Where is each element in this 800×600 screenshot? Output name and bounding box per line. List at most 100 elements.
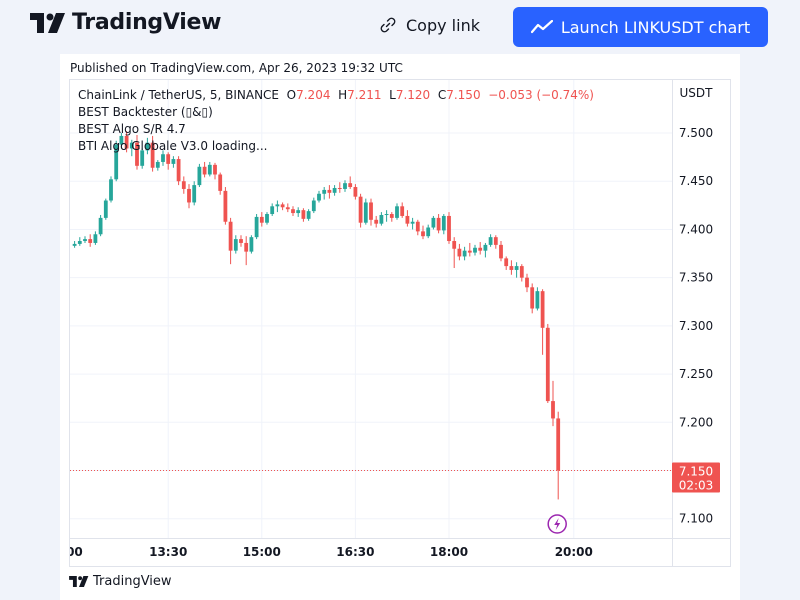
chart-card: Published on TradingView.com, Apr 26, 20… [60,54,740,600]
candle-down [519,266,524,278]
legend-close-label: C [437,88,447,102]
candle-up [462,250,467,257]
candle-up [103,200,108,218]
candle-down [187,188,191,203]
last-price-value: 7.150 [679,465,713,479]
footer-logo[interactable]: TradingView [69,574,172,589]
legend-high-value: 7.211 [347,88,382,102]
candle-down [467,250,472,253]
legend-close-value: 7.150 [446,88,481,102]
candle-down [551,401,555,419]
candle-up [322,189,327,194]
candle-up [317,193,321,201]
candle-up [109,179,113,201]
candle-up [233,239,238,251]
indicator-backtester[interactable]: BEST Backtester (▯&▯) [78,105,213,119]
candle-down [135,142,139,166]
candle-up [249,237,254,252]
legend-open-value: 7.204 [296,88,331,102]
candle-down [239,239,243,243]
time-tick-label: 16:30 [336,545,374,559]
candle-up [311,200,316,212]
candle-down [176,159,181,182]
candle-down [499,244,503,259]
candle-down [415,221,420,232]
legend-change: −0.053 (−0.74%) [488,88,594,102]
candle-up [155,161,160,168]
candle-up [171,159,176,164]
candle-down [259,216,264,223]
candle-down [436,217,441,231]
candle-up [363,202,368,223]
candle-up [270,206,275,215]
copy-link-button[interactable]: Copy link [378,15,480,35]
candle-up [535,291,540,309]
candle-up [441,215,446,231]
published-note: Published on TradingView.com, Apr 26, 20… [70,61,403,75]
price-tick-label: 7.250 [679,367,713,381]
bar-countdown: 02:03 [679,479,714,493]
brand-name: TradingView [72,10,222,35]
candle-down [369,202,373,220]
candle-up [140,150,145,166]
footer-brand: TradingView [93,574,172,589]
time-tick-label: 2:00 [70,545,83,559]
launch-chart-button[interactable]: Launch LINKUSDT chart [513,7,768,47]
candle-up [275,204,280,207]
candle-down [525,277,529,288]
time-tick-label: 20:00 [555,545,593,559]
legend-high-label: H [338,88,348,102]
candle-up [483,244,488,251]
candle-up [77,241,82,244]
tradingview-logo[interactable]: TradingView [30,10,221,35]
candle-down [124,135,129,149]
price-tick-label: 7.200 [679,415,713,429]
candle-down [213,164,217,175]
price-axis-currency: USDT [680,86,714,100]
candlestick-chart[interactable]: 7.100 7.150 7.200 7.250 7.300 7.350 7.400 7.450… [70,80,730,566]
legend-low-label: L [389,88,396,102]
price-tick-label: 7.350 [679,271,713,285]
candle-down [202,166,207,175]
lightning-bolt-icon [554,518,561,530]
candle-down [509,266,514,270]
candle-up [192,185,197,203]
price-tick-label: 7.400 [679,222,713,236]
candle-down [337,187,342,189]
copy-link-label: Copy link [406,15,480,35]
candle-down [88,239,93,243]
candle-up [129,142,134,149]
time-tick-label: 13:30 [149,545,187,559]
candle-up [161,154,165,162]
candle-up [395,206,399,218]
tradingview-footer-icon [69,576,89,587]
candle-up [265,214,269,223]
candle-down [348,183,353,188]
candle-up [473,247,477,253]
candle-down [150,142,155,168]
candle-down [540,291,545,328]
indicator-bti-algo[interactable]: BTI Algo Globale V3.0 loading... [78,139,268,153]
candle-up [431,217,436,228]
candle-down [504,258,509,267]
candle-up [72,243,77,246]
chart-line-icon [530,20,553,34]
candle-up [514,266,519,270]
candle-up [254,216,259,238]
candle-down [530,287,535,309]
candle-down [291,209,295,214]
last-price-badge [672,462,720,493]
candle-up [197,166,202,186]
candle-down [166,154,171,164]
candle-down [478,247,483,251]
time-tick-label: 18:00 [430,545,468,559]
candle-up [332,187,337,193]
candle-down [493,237,498,245]
candle-down [389,214,394,218]
launch-chart-label: Launch LINKUSDT chart [560,17,751,37]
candle-up [145,142,150,151]
candle-down [447,215,451,242]
candle-up [384,214,389,216]
indicator-algo-sr[interactable]: BEST Algo S/R 4.7 [78,122,186,136]
legend-ohlc-line: ChainLink / TetherUS, 5, BINANCE O7.204 … [78,87,594,104]
